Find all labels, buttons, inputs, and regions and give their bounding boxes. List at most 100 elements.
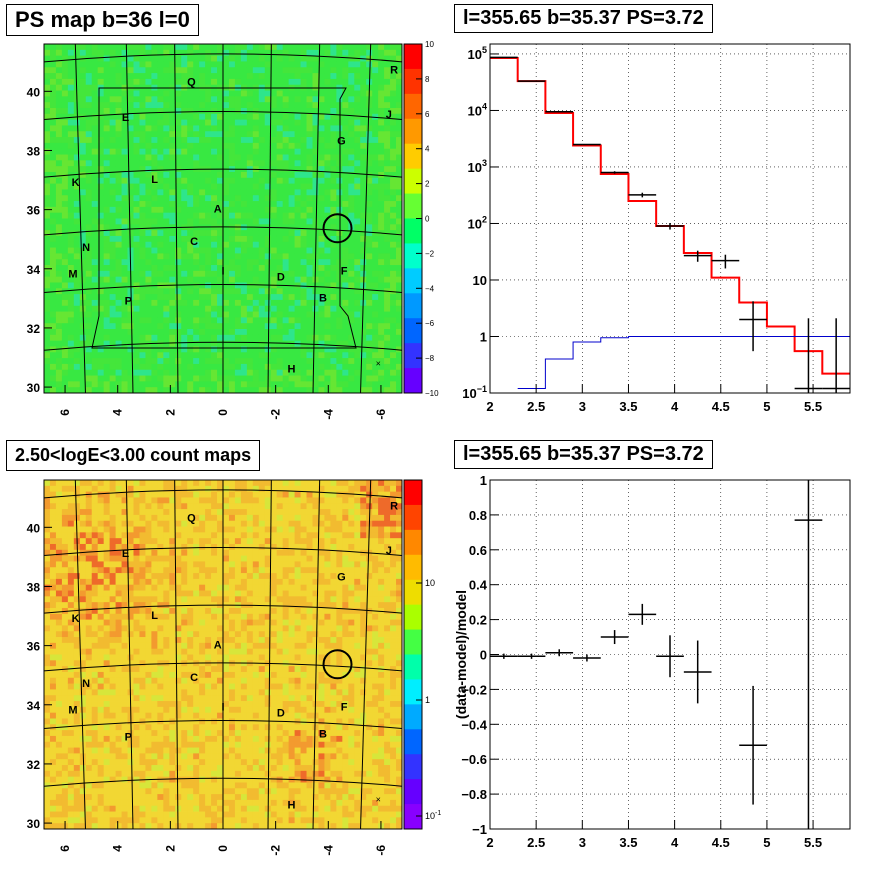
map-pixel	[157, 491, 164, 498]
map-pixel	[157, 753, 164, 760]
map-pixel	[151, 619, 158, 626]
map-pixel	[97, 689, 105, 696]
map-pixel	[85, 177, 93, 184]
map-pixel	[121, 526, 128, 533]
longitude-line	[74, 43, 86, 394]
map-pixel	[217, 201, 224, 208]
map-pixel	[133, 346, 140, 353]
map-pixel	[139, 514, 146, 522]
map-pixel	[85, 805, 93, 812]
map-pixel	[73, 142, 81, 150]
map-pixel	[163, 131, 170, 138]
map-pixel	[276, 323, 284, 330]
map-pixel	[223, 265, 230, 272]
map-pixel	[151, 224, 158, 231]
map-pixel	[234, 224, 242, 231]
map-pixel	[151, 334, 158, 342]
map-pixel	[360, 201, 367, 208]
map-pixel	[240, 177, 248, 184]
map-pixel	[175, 183, 182, 190]
map-pixel	[49, 230, 57, 237]
map-pixel	[157, 794, 164, 801]
map-pixel	[115, 148, 122, 155]
map-pixel	[103, 788, 111, 795]
map-pixel	[354, 288, 361, 295]
map-pixel	[300, 282, 307, 289]
map-pixel	[372, 224, 379, 231]
map-pixel	[103, 131, 111, 138]
map-pixel	[55, 782, 63, 789]
map-pixel	[145, 573, 152, 580]
map-pixel	[44, 125, 51, 132]
map-pixel	[115, 584, 122, 591]
map-pixel	[133, 329, 140, 336]
map-pixel	[109, 706, 116, 714]
map-pixel	[306, 334, 313, 342]
map-pixel	[79, 596, 87, 603]
map-pixel	[330, 78, 337, 86]
map-pixel	[372, 276, 379, 283]
map-pixel	[252, 340, 260, 347]
map-pixel	[390, 55, 397, 62]
map-pixel	[151, 491, 158, 498]
map-pixel	[157, 340, 164, 347]
map-pixel	[49, 73, 57, 80]
map-pixel	[175, 276, 182, 283]
map-pixel	[396, 340, 403, 347]
map-pixel	[145, 514, 152, 522]
map-pixel	[217, 142, 224, 150]
map-pixel	[103, 55, 111, 62]
map-pixel	[115, 142, 122, 150]
map-pixel	[306, 183, 313, 190]
map-pixel	[234, 61, 242, 68]
map-pixel	[133, 206, 140, 214]
map-pixel	[324, 142, 331, 150]
map-pixel	[199, 375, 206, 382]
map-pixel	[67, 206, 75, 214]
map-pixel	[276, 270, 284, 278]
map-pixel	[67, 201, 75, 208]
map-pixel	[115, 224, 122, 231]
map-pixel	[127, 381, 134, 388]
map-pixel	[330, 137, 337, 144]
colorbar-segment	[404, 368, 422, 394]
map-pixel	[264, 137, 272, 144]
map-pixel	[79, 107, 87, 115]
map-pixel	[79, 538, 87, 545]
map-pixel	[44, 817, 51, 824]
map-pixel	[109, 323, 116, 330]
map-pixel	[181, 67, 188, 74]
map-pixel	[127, 148, 134, 155]
map-pixel	[55, 695, 63, 702]
map-pixel	[44, 823, 51, 830]
map-pixel	[384, 218, 391, 225]
map-pixel	[246, 346, 254, 353]
map-pixel	[73, 363, 81, 371]
map-pixel	[121, 177, 128, 184]
map-pixel	[109, 689, 116, 696]
map-pixel	[211, 270, 218, 278]
map-pixel	[55, 78, 63, 86]
map-pixel	[55, 747, 63, 754]
map-pixel	[109, 160, 116, 167]
map-pixel	[97, 61, 105, 68]
map-pixel	[103, 49, 111, 57]
map-pixel	[330, 90, 337, 97]
map-pixel	[282, 119, 290, 126]
map-pixel	[205, 113, 212, 121]
map-pixel	[103, 334, 111, 342]
map-pixel	[366, 346, 373, 353]
map-pixel	[294, 212, 301, 219]
map-pixel	[139, 107, 146, 115]
map-pixel	[318, 282, 325, 289]
map-pixel	[97, 340, 105, 347]
map-pixel	[228, 305, 236, 312]
map-pixel	[324, 387, 331, 394]
map-pixel	[151, 201, 158, 208]
map-pixel	[223, 160, 230, 167]
map-pixel	[318, 201, 325, 208]
grid	[489, 44, 850, 394]
map-pixel	[151, 294, 158, 301]
map-pixel	[372, 230, 379, 237]
map-pixel	[288, 195, 295, 202]
